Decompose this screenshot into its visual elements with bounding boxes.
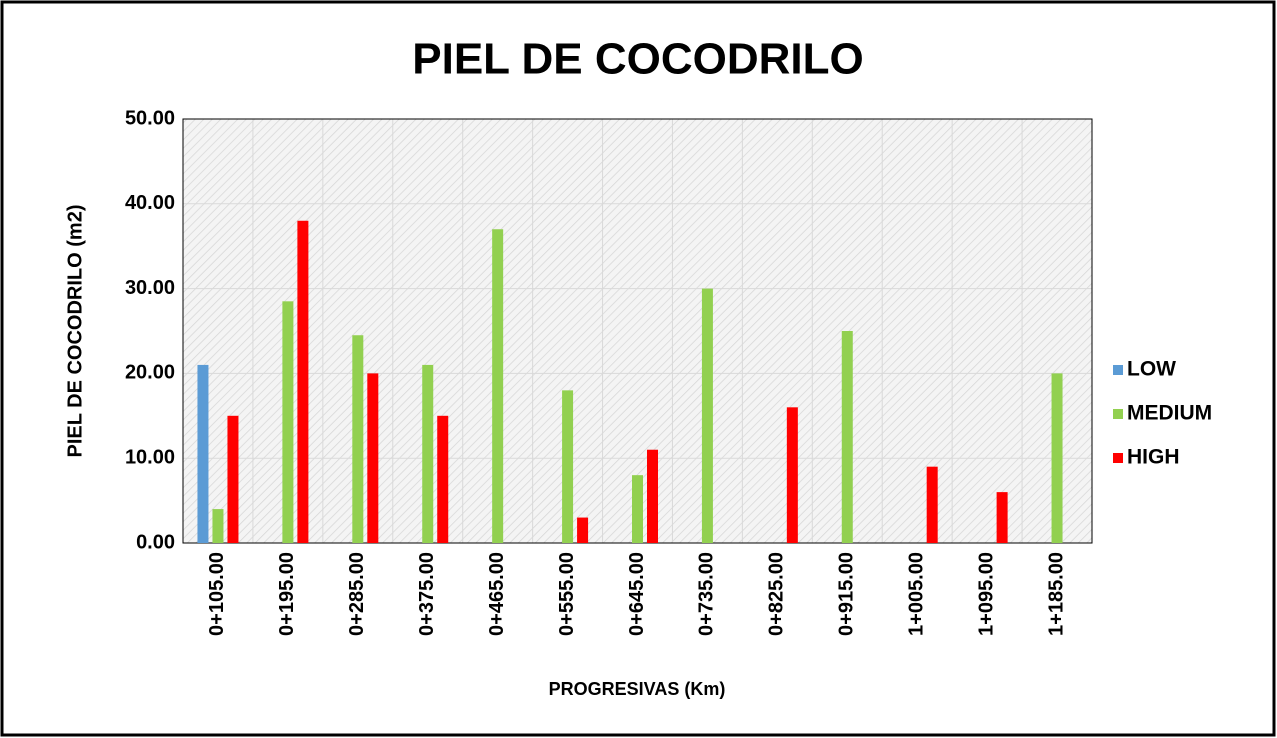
x-tick-label: 0+555.00 <box>556 552 578 636</box>
bar <box>1051 373 1063 543</box>
x-tick-label: 1+005.00 <box>905 552 927 636</box>
x-tick-label: 0+825.00 <box>766 552 788 636</box>
bar <box>562 390 574 543</box>
x-axis-title: PROGRESIVAS (Km) <box>549 679 726 699</box>
y-tick-label: 40.00 <box>125 192 175 214</box>
x-tick-label: 0+105.00 <box>206 552 228 636</box>
x-tick-label: 0+285.00 <box>346 552 368 636</box>
legend-swatch <box>1113 365 1123 375</box>
bar <box>926 466 938 543</box>
bar <box>786 407 798 543</box>
y-tick-label: 30.00 <box>125 277 175 299</box>
bar <box>352 335 364 543</box>
y-tick-label: 10.00 <box>125 446 175 468</box>
x-tick-label: 0+375.00 <box>416 552 438 636</box>
x-tick-label: 0+645.00 <box>626 552 648 636</box>
y-tick-label: 20.00 <box>125 362 175 384</box>
bar <box>282 301 294 543</box>
bar <box>647 449 658 543</box>
x-tick-label: 0+195.00 <box>276 552 298 636</box>
plot-area <box>183 119 1092 543</box>
bar <box>996 492 1008 543</box>
legend-swatch <box>1113 453 1123 463</box>
x-tick-label: 0+915.00 <box>836 552 858 636</box>
bar <box>577 517 589 543</box>
bar <box>197 364 209 543</box>
legend-swatch <box>1113 409 1123 419</box>
chart-title: PIEL DE COCODRILO <box>412 35 863 84</box>
y-tick-label: 50.00 <box>125 107 175 129</box>
bar <box>632 475 643 543</box>
x-tick-label: 0+465.00 <box>486 552 508 636</box>
bar <box>492 229 504 544</box>
bar <box>841 331 853 543</box>
bar <box>297 220 309 543</box>
y-tick-label: 0.00 <box>136 531 175 553</box>
legend-label: HIGH <box>1127 446 1180 469</box>
bar <box>422 364 434 543</box>
legend-label: LOW <box>1127 358 1176 381</box>
bar <box>437 415 449 543</box>
bar <box>227 415 239 543</box>
bar <box>212 509 224 543</box>
x-tick-label: 1+095.00 <box>975 552 997 636</box>
x-tick-label: 1+185.00 <box>1045 552 1067 636</box>
bar <box>367 373 379 543</box>
bar <box>701 288 713 543</box>
x-tick-label: 0+735.00 <box>696 552 718 636</box>
y-axis-title: PIEL DE COCODRILO (m2) <box>64 205 86 458</box>
legend-label: MEDIUM <box>1127 402 1212 425</box>
